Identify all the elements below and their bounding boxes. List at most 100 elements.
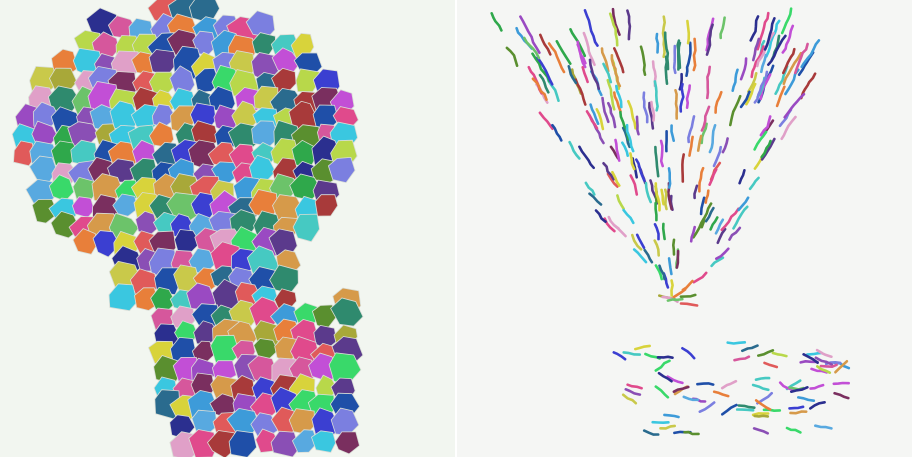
trajectory-track bbox=[741, 344, 759, 353]
trajectory-track bbox=[720, 207, 740, 232]
trajectory-track bbox=[682, 395, 700, 402]
trajectory-track bbox=[763, 361, 779, 369]
trajectory-track bbox=[814, 356, 834, 366]
trajectory-track bbox=[681, 279, 694, 292]
cell-polygon bbox=[72, 228, 97, 255]
trajectory-track bbox=[716, 227, 727, 245]
trajectory-track bbox=[653, 239, 660, 257]
trajectory-track bbox=[672, 238, 676, 256]
trajectory-track bbox=[760, 139, 772, 159]
trajectory-track bbox=[607, 101, 617, 129]
cell-polygon bbox=[31, 198, 59, 224]
trajectory-track bbox=[612, 351, 627, 361]
trajectory-track bbox=[802, 353, 819, 364]
trajectory-track bbox=[785, 426, 802, 434]
trajectory-track bbox=[834, 360, 849, 374]
trajectory-track bbox=[539, 33, 552, 56]
trajectory-track bbox=[672, 44, 677, 75]
trajectory-track bbox=[648, 101, 655, 130]
trajectory-track bbox=[700, 202, 713, 229]
cell-polygon bbox=[13, 140, 35, 167]
trajectory-track bbox=[576, 40, 587, 65]
cell-polygon bbox=[92, 230, 121, 258]
trajectory-track bbox=[794, 42, 809, 75]
trajectory-track bbox=[750, 45, 765, 79]
trajectory-track bbox=[729, 94, 742, 127]
trajectory-track bbox=[675, 249, 680, 269]
cell-polygon bbox=[108, 283, 138, 312]
cell-polygon bbox=[291, 429, 318, 453]
trajectory-track bbox=[639, 45, 647, 76]
trajectory-track bbox=[737, 196, 750, 212]
trajectory-track bbox=[752, 427, 769, 435]
trajectory-tracks-map bbox=[490, 7, 851, 436]
trajectory-track bbox=[731, 68, 739, 92]
trajectory-track bbox=[661, 222, 666, 241]
trajectory-track bbox=[622, 351, 642, 356]
trajectory-track bbox=[670, 279, 674, 297]
voronoi-cell-segmentation-panel bbox=[0, 0, 455, 457]
trajectory-track bbox=[536, 56, 554, 86]
trajectory-track bbox=[670, 124, 675, 142]
trajectory-track bbox=[747, 72, 758, 93]
cell-polygon bbox=[330, 297, 364, 327]
trajectory-track bbox=[763, 17, 776, 51]
trajectory-track bbox=[696, 382, 715, 386]
trajectory-track bbox=[581, 66, 589, 84]
trajectory-track bbox=[800, 39, 821, 69]
cell-polygon bbox=[292, 213, 320, 243]
cell-polygon bbox=[228, 430, 258, 457]
trajectory-track bbox=[624, 388, 642, 396]
trajectory-track bbox=[760, 53, 768, 74]
trajectory-track bbox=[704, 206, 715, 223]
trajectory-track bbox=[632, 248, 648, 264]
trajectory-track bbox=[789, 410, 808, 415]
trajectory-track bbox=[756, 391, 773, 405]
trajectory-track bbox=[810, 367, 828, 374]
trajectory-track bbox=[681, 347, 696, 360]
trajectory-track bbox=[654, 359, 671, 372]
trajectory-track bbox=[616, 194, 625, 210]
trajectory-track bbox=[602, 162, 615, 181]
trajectory-track bbox=[653, 223, 660, 241]
trajectory-track bbox=[642, 429, 660, 436]
trajectory-track bbox=[582, 31, 596, 67]
trajectory-track bbox=[600, 47, 610, 73]
trajectory-track bbox=[781, 24, 795, 54]
trajectory-track bbox=[644, 181, 652, 204]
trajectory-track bbox=[659, 139, 664, 168]
trajectory-track bbox=[629, 152, 636, 171]
trajectory-track bbox=[708, 168, 718, 186]
trajectory-track bbox=[650, 100, 656, 122]
trajectory-track bbox=[612, 223, 627, 238]
trajectory-track bbox=[538, 73, 550, 94]
trajectory-track bbox=[689, 225, 696, 243]
trajectory-track bbox=[686, 19, 691, 45]
trajectory-track bbox=[490, 12, 503, 32]
trajectory-track bbox=[578, 145, 595, 170]
trajectory-track bbox=[720, 379, 738, 390]
trajectory-track bbox=[523, 36, 541, 60]
trajectory-track bbox=[531, 77, 548, 101]
trajectory-track bbox=[762, 408, 782, 412]
trajectory-track bbox=[674, 89, 679, 120]
trajectory-track bbox=[809, 383, 825, 390]
trajectory-track bbox=[692, 271, 708, 284]
trajectory-track bbox=[726, 341, 747, 345]
trajectory-track bbox=[555, 40, 572, 65]
trajectory-track bbox=[760, 137, 776, 161]
trajectory-track bbox=[611, 7, 621, 36]
trajectory-track bbox=[737, 404, 756, 409]
trajectory-track bbox=[816, 365, 832, 374]
trajectory-track bbox=[538, 111, 554, 130]
trajectory-track bbox=[739, 90, 751, 109]
trajectory-track bbox=[771, 351, 788, 358]
cell-polygon bbox=[314, 194, 339, 217]
trajectory-track bbox=[653, 80, 659, 112]
trajectory-track bbox=[712, 390, 730, 398]
trajectory-track bbox=[654, 182, 661, 212]
trajectory-track bbox=[788, 405, 805, 410]
trajectory-track bbox=[568, 140, 581, 160]
trajectory-track bbox=[667, 257, 673, 276]
trajectory-track bbox=[588, 192, 603, 206]
